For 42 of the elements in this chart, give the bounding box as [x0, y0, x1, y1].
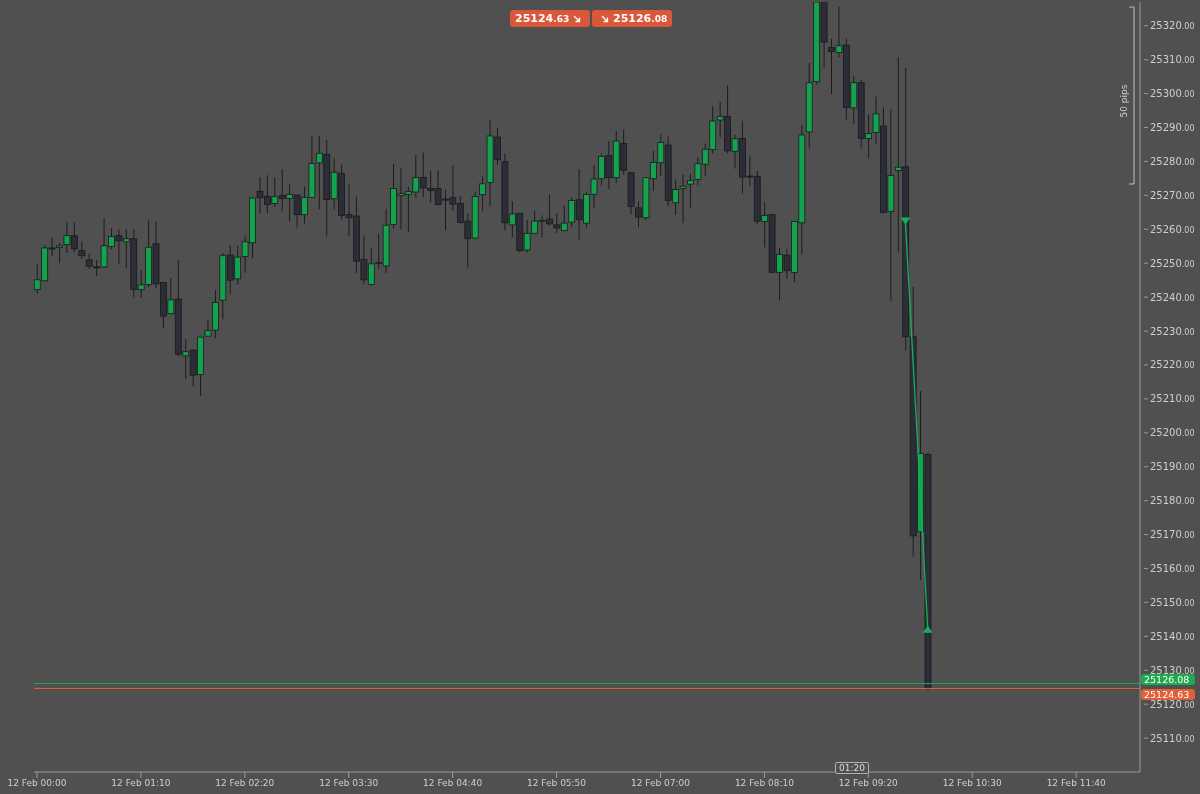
y-tick-label: 25290.00 — [1150, 122, 1195, 134]
y-tick-label: 25320.00 — [1150, 20, 1195, 32]
x-tick-label: 12 Feb 01:10 — [111, 778, 171, 789]
annotation: 25126.08 — [613, 12, 668, 25]
y-tick-label: 25230.00 — [1150, 325, 1195, 337]
y-tick-label: 25190.00 — [1150, 461, 1195, 473]
y-tick-label: 25260.00 — [1150, 223, 1195, 235]
y-tick-label: 25270.00 — [1150, 189, 1195, 201]
y-tick-label: 25240.00 — [1150, 291, 1195, 303]
x-tick-label: 12 Feb 09:20 — [838, 778, 899, 789]
x-tick-label: 12 Feb 04:40 — [423, 778, 483, 789]
y-tick-label: 25310.00 — [1150, 54, 1195, 66]
y-tick-label: 25120.00 — [1150, 698, 1195, 710]
annotation: 01:20 — [835, 762, 869, 774]
x-tick-label: 12 Feb 05:50 — [527, 778, 587, 789]
x-tick-label: 12 Feb 08:10 — [734, 778, 795, 789]
x-tick-label: 12 Feb 11:40 — [1046, 778, 1106, 789]
x-tick-label: 12 Feb 03:30 — [319, 778, 379, 789]
candlestick — [479, 175, 487, 212]
candlestick — [687, 173, 694, 209]
annotation: 50 pips — [1119, 83, 1129, 120]
candlestick — [679, 174, 687, 224]
y-tick-label: 25150.00 — [1150, 596, 1195, 608]
y-tick-label: 25250.00 — [1150, 257, 1195, 269]
x-tick-label: 12 Feb 00:00 — [7, 778, 67, 789]
y-tick-label: 25210.00 — [1150, 393, 1195, 405]
y-tick-label: 25300.00 — [1150, 88, 1195, 100]
y-tick-label: 25130.00 — [1150, 664, 1195, 676]
ref-line-label: 25126.08 — [1144, 674, 1190, 686]
x-tick-label: 12 Feb 07:00 — [630, 778, 691, 789]
y-tick-label: 25220.00 — [1150, 359, 1195, 371]
y-tick-label: 25170.00 — [1150, 529, 1195, 541]
ref-line-label: 25124.63 — [1144, 688, 1190, 700]
y-tick-label: 25280.00 — [1150, 155, 1195, 167]
y-tick-label: 25160.00 — [1150, 562, 1195, 574]
y-tick-label: 25180.00 — [1150, 495, 1195, 507]
y-tick-label: 25200.00 — [1150, 427, 1195, 439]
annotation: 25124.63 — [515, 12, 570, 25]
y-tick-label: 25140.00 — [1150, 630, 1195, 642]
x-tick-label: 12 Feb 02:20 — [215, 778, 275, 789]
y-tick-label: 25110.00 — [1150, 732, 1195, 744]
x-tick-label: 12 Feb 10:30 — [942, 778, 1003, 789]
